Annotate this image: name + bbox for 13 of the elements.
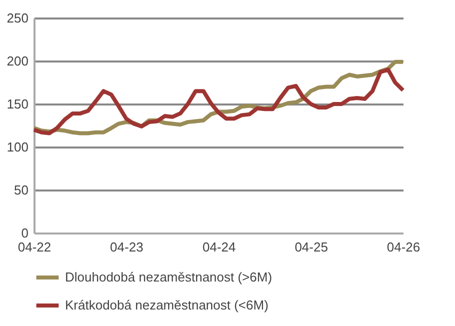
x-tick-label: 04-22 xyxy=(18,240,52,254)
x-tick-label: 04-26 xyxy=(386,240,420,254)
x-tick-label: 04-24 xyxy=(202,240,236,254)
y-tick-label: 150 xyxy=(6,96,28,112)
y-tick-label: 50 xyxy=(14,182,28,198)
y-tick-label: 250 xyxy=(6,10,28,26)
y-tick-label: 200 xyxy=(6,54,28,68)
x-tick-label: 04-25 xyxy=(294,240,328,254)
x-tick-label: 04-23 xyxy=(110,240,144,254)
y-tick-label: 100 xyxy=(6,140,28,154)
y-tick-label: 0 xyxy=(21,226,28,240)
legend-label: Krátkodobá nezaměstnanost (<6M) xyxy=(65,298,268,312)
legend-label: Dlouhodobá nezaměstnanost (>6M) xyxy=(65,270,272,284)
